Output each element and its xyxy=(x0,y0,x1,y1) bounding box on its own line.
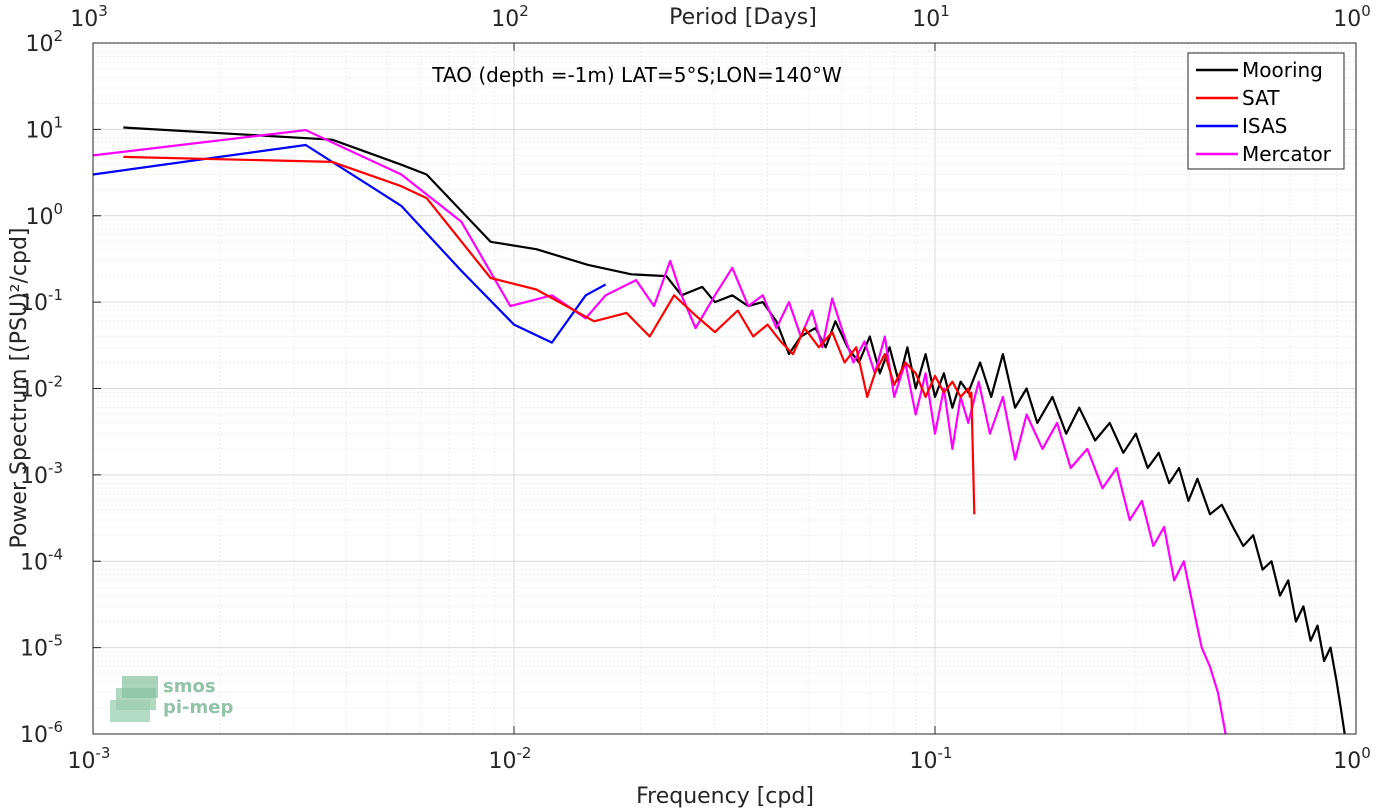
y-tick-label-base: 10 xyxy=(20,723,48,748)
y-tick-label-exp: 2 xyxy=(53,27,63,45)
y-tick-label-base: 10 xyxy=(20,550,48,575)
series-line-mooring xyxy=(123,126,1346,735)
x-tick-label: 10-3 xyxy=(68,744,111,774)
legend-label-isas: ISAS xyxy=(1242,114,1287,138)
y-tick-label-exp: -2 xyxy=(48,373,63,391)
top-tick-label-exp: 0 xyxy=(1361,2,1371,20)
y-tick-label-base: 10 xyxy=(20,291,48,316)
top-tick-label-exp: 1 xyxy=(940,2,950,20)
y-tick-label: 10-4 xyxy=(20,545,63,575)
legend-label-mercator: Mercator xyxy=(1242,142,1332,166)
x-tick-label-exp: -1 xyxy=(938,744,953,762)
y-tick-label-base: 10 xyxy=(25,205,53,230)
x-axis-label: Frequency [cpd] xyxy=(636,784,814,809)
top-tick-label-base: 10 xyxy=(1333,7,1361,32)
y-tick-label-base: 10 xyxy=(20,378,48,403)
top-tick-label-base: 10 xyxy=(491,7,519,32)
top-tick-label: 102 xyxy=(491,2,529,32)
x-tick-label-base: 10 xyxy=(910,749,938,774)
y-tick-label: 101 xyxy=(25,113,63,143)
y-tick-label: 10-5 xyxy=(20,632,63,662)
x-tick-label: 10-2 xyxy=(489,744,532,774)
x-tick-label-base: 10 xyxy=(1333,749,1361,774)
top-tick-label-base: 10 xyxy=(70,7,98,32)
x-tick-label-exp: -3 xyxy=(96,744,111,762)
logo-text-smos: smos xyxy=(163,676,216,697)
series-line-isas xyxy=(92,143,607,344)
top-tick-label: 100 xyxy=(1333,2,1371,32)
top-tick-label-exp: 3 xyxy=(98,2,108,20)
top-tick-label: 101 xyxy=(912,2,950,32)
legend: Mooring SAT ISAS Mercator xyxy=(1187,52,1345,170)
top-axis-label: Period [Days] xyxy=(669,5,817,30)
legend-label-sat: SAT xyxy=(1242,86,1280,110)
legend-box xyxy=(1187,52,1345,170)
x-tick-label-base: 10 xyxy=(489,749,517,774)
top-tick-label: 103 xyxy=(70,2,108,32)
y-tick-label: 10-6 xyxy=(20,718,63,748)
y-tick-label: 10-1 xyxy=(20,286,63,316)
y-tick-label: 100 xyxy=(25,200,63,230)
x-tick-label: 10-1 xyxy=(910,744,953,774)
y-tick-label-base: 10 xyxy=(20,464,48,489)
x-tick-label-exp: 0 xyxy=(1361,744,1371,762)
top-tick-label-base: 10 xyxy=(912,7,940,32)
x-tick-label-exp: -2 xyxy=(517,744,532,762)
y-tick-label-base: 10 xyxy=(20,637,48,662)
y-tick-label: 10-2 xyxy=(20,373,63,403)
chart-title: TAO (depth =-1m) LAT=5°S;LON=140°W xyxy=(431,63,842,87)
x-tick-label-base: 10 xyxy=(68,749,96,774)
logo-block-3 xyxy=(122,676,158,698)
y-axis-label: Power Spectrum [(PSU)²/cpd] xyxy=(7,227,32,548)
y-tick-label: 10-3 xyxy=(20,459,63,489)
x-tick-label: 100 xyxy=(1333,744,1371,774)
y-tick-label-exp: -1 xyxy=(48,286,63,304)
y-tick-label-exp: 0 xyxy=(53,200,63,218)
series-layer xyxy=(92,126,1346,735)
y-tick-label-exp: -6 xyxy=(48,718,63,736)
smos-pimep-logo: smos pi-mep xyxy=(110,676,233,722)
y-tick-label: 102 xyxy=(25,27,63,57)
legend-label-mooring: Mooring xyxy=(1242,58,1323,82)
y-tick-label-base: 10 xyxy=(25,118,53,143)
series-line-sat xyxy=(123,155,976,515)
y-tick-label-exp: -4 xyxy=(48,545,63,563)
y-tick-label-exp: -3 xyxy=(48,459,63,477)
y-axis-label-text: Power Spectrum [(PSU)²/cpd] xyxy=(7,227,32,548)
top-tick-label-exp: 2 xyxy=(519,2,529,20)
y-tick-label-exp: 1 xyxy=(53,113,63,131)
y-tick-label-base: 10 xyxy=(25,32,53,57)
y-tick-label-exp: -5 xyxy=(48,632,63,650)
logo-text-pimep: pi-mep xyxy=(163,697,233,718)
